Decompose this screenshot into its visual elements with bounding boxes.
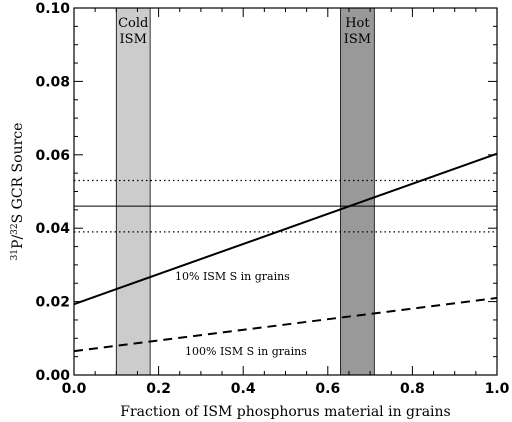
y-axis-title-rest: S GCR Source xyxy=(10,123,26,224)
series-line-0 xyxy=(73,152,498,306)
x-tick-label: 0.8 xyxy=(400,381,425,397)
y-tick-label: 0.10 xyxy=(35,1,70,17)
y-axis-title-sup1: 31 xyxy=(10,249,20,260)
x-tick-label: 0.0 xyxy=(62,381,87,397)
band-0 xyxy=(115,7,151,376)
x-tick-label: 0.2 xyxy=(146,381,171,397)
ticks-layer xyxy=(73,7,498,376)
y-tick-label: 0.00 xyxy=(35,368,70,384)
bands-layer xyxy=(115,7,375,376)
series-annotation-10pct: 10% ISM S in grains xyxy=(175,270,290,283)
y-tick-label: 0.08 xyxy=(35,74,70,90)
band-1 xyxy=(340,7,375,376)
cold-band-label-2: ISM xyxy=(120,32,147,47)
series-line-1 xyxy=(73,296,498,353)
tick-labels-layer: 0.0 0.2 0.4 0.6 0.8 1.0 0.00 0.02 0.04 0.06 0.08 0.… xyxy=(35,1,509,397)
series-annotation-100pct: 100% ISM S in grains xyxy=(185,345,307,358)
y-axis-title-p: P/ xyxy=(10,235,26,249)
y-axis-title-sup2: 32 xyxy=(10,223,20,234)
cold-band-label: Cold xyxy=(118,16,148,31)
x-tick-label: 0.6 xyxy=(315,381,340,397)
y-tick-label: 0.04 xyxy=(35,221,70,237)
x-tick-label: 0.4 xyxy=(231,381,256,397)
y-axis-title: 31P/32S GCR Source xyxy=(10,123,26,261)
x-axis-title: Fraction of ISM phosphorus material in g… xyxy=(120,404,451,420)
y-tick-label: 0.02 xyxy=(35,295,70,311)
x-tick-label: 1.0 xyxy=(485,381,510,397)
hot-band-label-2: ISM xyxy=(344,32,371,47)
lines-layer xyxy=(73,152,498,353)
y-tick-label: 0.06 xyxy=(35,148,70,164)
hot-band-label: Hot xyxy=(345,16,370,31)
